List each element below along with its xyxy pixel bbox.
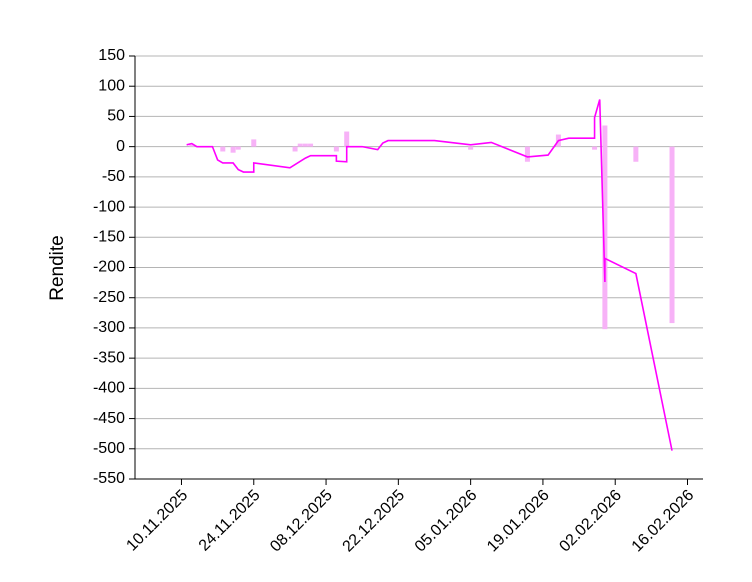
bar (669, 146, 675, 324)
bar (468, 146, 474, 150)
y-axis-label: Rendite (47, 235, 68, 301)
bar (333, 146, 339, 152)
bar (189, 144, 195, 147)
bar (344, 131, 350, 147)
bar (230, 146, 236, 153)
bar (633, 146, 639, 162)
marks (186, 99, 675, 451)
bar (602, 146, 608, 330)
bar (592, 146, 598, 150)
y-tick-label: -250 (93, 289, 125, 306)
y-tick-label: -200 (93, 259, 125, 276)
y-tick-label: 100 (98, 77, 125, 94)
x-tick-label: 05.01.2026 (412, 487, 481, 556)
y-tick-label: 50 (107, 108, 125, 125)
x-tick-label: 02.02.2026 (556, 487, 625, 556)
y-tick-label: -550 (93, 470, 125, 487)
y-tick-label: -500 (93, 440, 125, 457)
line (186, 99, 673, 451)
bar (524, 146, 530, 162)
y-tick-label: -50 (102, 168, 125, 185)
bar (308, 143, 314, 147)
x-tick-label: 10.11.2025 (123, 487, 191, 555)
x-tick-label: 24.11.2025 (196, 487, 264, 555)
bar (235, 146, 241, 150)
bar (297, 143, 303, 147)
bar (251, 139, 257, 147)
grid (135, 55, 703, 480)
axes: -550-500-450-400-350-300-250-200-150-100… (93, 47, 703, 555)
bar (302, 143, 308, 147)
x-tick-label: 19.01.2026 (484, 487, 553, 556)
y-tick-label: -400 (93, 380, 125, 397)
y-tick-label: 150 (98, 47, 125, 64)
y-tick-label: -150 (93, 229, 125, 246)
bar (220, 146, 226, 152)
bar (292, 146, 298, 152)
x-tick-label: 08.12.2025 (267, 487, 336, 556)
y-tick-label: -450 (93, 410, 125, 427)
y-tick-label: -350 (93, 349, 125, 366)
y-tick-label: -100 (93, 198, 125, 215)
x-tick-label: 22.12.2025 (340, 487, 409, 556)
y-tick-label: -300 (93, 319, 125, 336)
bar (602, 125, 608, 147)
y-tick-label: 0 (116, 138, 125, 155)
x-tick-label: 16.02.2026 (629, 487, 698, 556)
